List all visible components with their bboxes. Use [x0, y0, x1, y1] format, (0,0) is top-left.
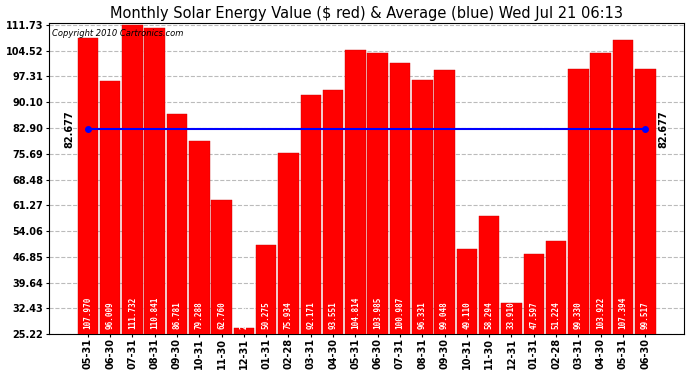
Bar: [501, 303, 522, 375]
Text: 100.987: 100.987: [395, 296, 404, 329]
Text: 111.732: 111.732: [128, 296, 137, 329]
Bar: [167, 114, 187, 375]
Text: 51.224: 51.224: [551, 301, 560, 329]
Bar: [613, 40, 633, 375]
Bar: [546, 241, 566, 375]
Text: 82.677: 82.677: [64, 110, 75, 148]
Title: Monthly Solar Energy Value ($ red) & Average (blue) Wed Jul 21 06:13: Monthly Solar Energy Value ($ red) & Ave…: [110, 6, 623, 21]
Bar: [77, 38, 98, 375]
Bar: [256, 244, 277, 375]
Text: 99.517: 99.517: [641, 301, 650, 329]
Bar: [412, 80, 433, 375]
Text: 99.330: 99.330: [574, 301, 583, 329]
Bar: [591, 53, 611, 375]
Text: 96.009: 96.009: [106, 301, 115, 329]
Text: 104.814: 104.814: [351, 296, 360, 329]
Bar: [345, 50, 366, 375]
Text: 82.677: 82.677: [659, 110, 669, 148]
Text: 62.760: 62.760: [217, 301, 226, 329]
Text: 49.110: 49.110: [462, 301, 471, 329]
Text: 99.048: 99.048: [440, 301, 449, 329]
Text: 103.922: 103.922: [596, 296, 605, 329]
Text: 96.331: 96.331: [417, 301, 427, 329]
Bar: [635, 69, 656, 375]
Text: 79.288: 79.288: [195, 301, 204, 329]
Text: 107.970: 107.970: [83, 296, 92, 329]
Bar: [457, 249, 477, 375]
Bar: [122, 25, 143, 375]
Text: 92.171: 92.171: [306, 301, 315, 329]
Text: 86.781: 86.781: [172, 301, 181, 329]
Text: 50.275: 50.275: [262, 301, 270, 329]
Text: 58.294: 58.294: [484, 301, 493, 329]
Bar: [390, 63, 411, 375]
Text: 103.985: 103.985: [373, 296, 382, 329]
Text: 47.597: 47.597: [529, 301, 538, 329]
Text: 26.918: 26.918: [239, 301, 248, 329]
Text: 93.551: 93.551: [328, 301, 337, 329]
Text: 75.934: 75.934: [284, 301, 293, 329]
Bar: [301, 95, 321, 375]
Bar: [434, 70, 455, 375]
Text: 110.841: 110.841: [150, 296, 159, 329]
Bar: [278, 153, 299, 375]
Bar: [367, 53, 388, 375]
Bar: [568, 69, 589, 375]
Bar: [323, 90, 344, 375]
Bar: [100, 81, 120, 375]
Text: Copyright 2010 Cartronics.com: Copyright 2010 Cartronics.com: [52, 29, 183, 38]
Bar: [234, 328, 254, 375]
Bar: [144, 28, 165, 375]
Bar: [479, 216, 500, 375]
Bar: [189, 141, 210, 375]
Text: 107.394: 107.394: [618, 296, 627, 329]
Bar: [211, 200, 232, 375]
Bar: [524, 254, 544, 375]
Text: 33.910: 33.910: [507, 301, 516, 329]
